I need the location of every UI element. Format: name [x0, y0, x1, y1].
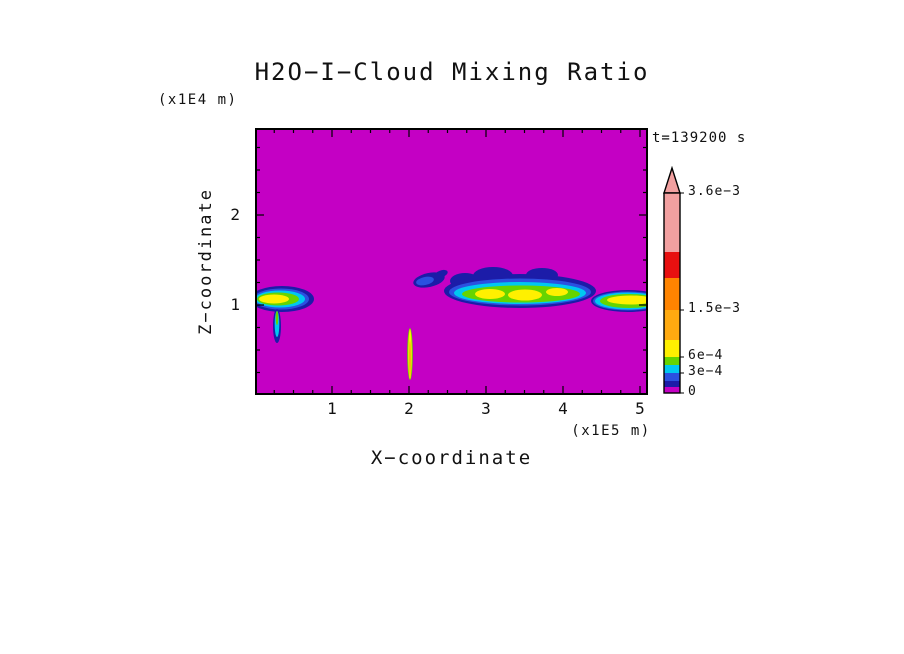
colorbar-label: 3.6e−3 — [688, 184, 741, 199]
x-tick-label: 5 — [635, 399, 645, 418]
z-axis-unit-label: (x1E4 m) — [158, 92, 238, 108]
contour-blob — [607, 295, 648, 305]
contour-blob — [434, 269, 448, 279]
colorbar-frame — [663, 192, 681, 394]
x-tick-labels: 1 2 3 4 5 — [255, 399, 648, 419]
colorbar-segment — [664, 310, 680, 340]
chart-title: H2O−I−Cloud Mixing Ratio — [254, 58, 650, 86]
x-tick-label: 3 — [481, 399, 491, 418]
contour-blob — [508, 289, 542, 301]
colorbar-segment — [664, 340, 680, 357]
colorbar-segment — [664, 387, 680, 393]
colorbar-label: 1.5e−3 — [688, 301, 741, 316]
z-tick-label: 1 — [230, 295, 240, 314]
plot-area — [255, 128, 648, 395]
contour-blob — [546, 288, 568, 296]
colorbar-scale — [663, 165, 684, 394]
plot-background — [255, 128, 648, 395]
colorbar-label: 0 — [688, 384, 697, 399]
x-axis-unit-label: (x1E5 m) — [571, 423, 651, 439]
contour-blob — [416, 276, 434, 286]
x-axis-label: X−coordinate — [370, 447, 533, 469]
contour-blob — [275, 311, 279, 325]
z-tick-label: 2 — [230, 205, 240, 224]
colorbar-segment — [664, 252, 680, 278]
x-tick-label: 1 — [327, 399, 337, 418]
colorbar — [663, 165, 689, 400]
colorbar-label: 3e−4 — [688, 364, 724, 379]
colorbar-label: 6e−4 — [688, 348, 724, 363]
colorbar-segment — [664, 373, 680, 381]
colorbar-segment — [664, 357, 680, 365]
colorbar-labels: 3.6e−3 1.5e−3 6e−4 3e−4 0 — [688, 166, 778, 406]
contour-blob — [259, 294, 289, 304]
colorbar-segment — [664, 193, 680, 252]
x-tick-label: 4 — [558, 399, 568, 418]
z-axis-label: Z−coordinate — [196, 188, 216, 335]
plot-frame — [255, 128, 648, 395]
colorbar-overflow-arrow — [663, 165, 681, 194]
contour-blob — [409, 341, 411, 377]
colorbar-segment — [664, 278, 680, 310]
colorbar-segment — [664, 381, 680, 387]
colorbar-segment — [664, 365, 680, 373]
x-tick-label: 2 — [404, 399, 414, 418]
contour-plot — [255, 128, 648, 395]
contour-blob — [475, 289, 505, 299]
time-annotation: t=139200 s — [652, 130, 747, 146]
